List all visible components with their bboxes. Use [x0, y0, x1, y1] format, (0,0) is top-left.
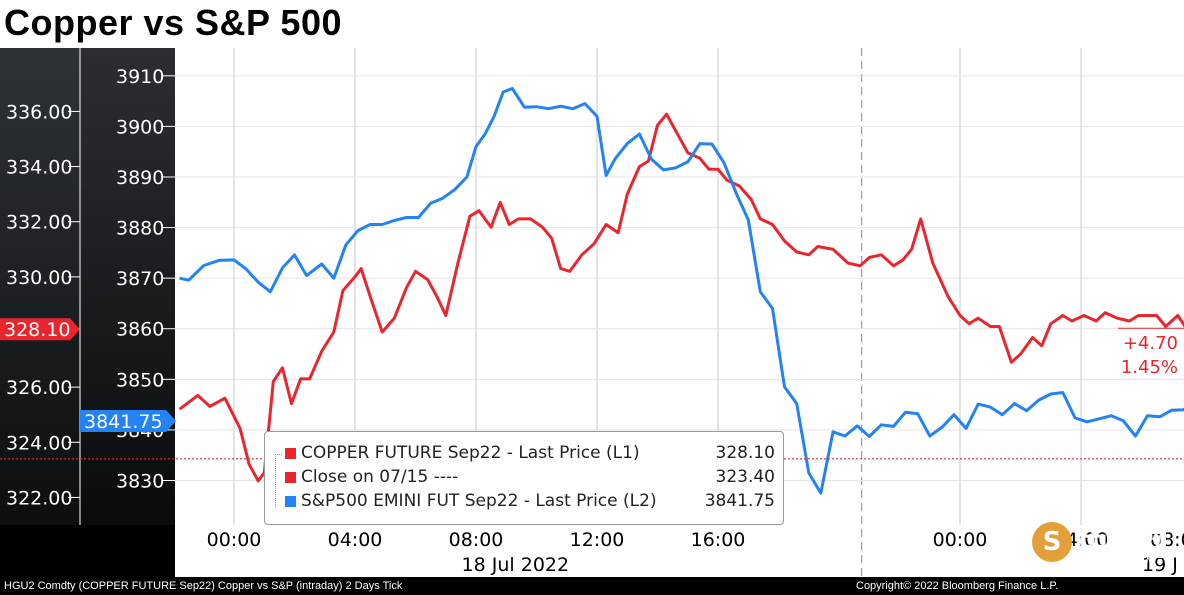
change-abs-label: +4.70 — [1123, 333, 1178, 354]
left-tick-label: 326.00 — [6, 377, 72, 399]
watermark-domain: CNGOLD.COM.CN — [1082, 556, 1153, 565]
sp500-series-line — [179, 87, 1184, 495]
legend-value-sp500: 3841.75 — [704, 491, 775, 511]
x-tick-label: 16:00 — [691, 529, 746, 551]
x-tick-label: 00:00 — [207, 529, 262, 551]
sp500-last-price-badge — [80, 410, 176, 433]
legend-swatch-sp500 — [285, 496, 296, 507]
legend-label-sp500: S&P500 EMINI FUT Sep22 - Last Price (L2) — [301, 491, 657, 511]
sp500-last-price-label: 3841.75 — [84, 411, 163, 433]
left-tick-label: 324.00 — [6, 432, 72, 454]
right-tick-label: 3830 — [116, 470, 164, 492]
footer: HGU2 Comdty (COPPER FUTURE Sep22) Copper… — [0, 577, 1184, 595]
legend-label-copper: COPPER FUTURE Sep22 - Last Price (L1) — [301, 443, 640, 463]
legend-item-sp500: S&P500 EMINI FUT Sep22 - Last Price (L2)… — [285, 490, 775, 514]
legend-swatch-close — [285, 472, 296, 483]
left-tick-label: 322.00 — [6, 487, 72, 509]
legend-swatch-copper — [285, 448, 296, 459]
left-axis: 336.00 334.00 332.00 330.00 326.00 324.00 322.… — [6, 48, 81, 525]
footer-copyright: Copyright© 2022 Bloomberg Finance L.P. — [856, 580, 1059, 592]
legend: COPPER FUTURE Sep22 - Last Price (L1) 32… — [264, 431, 784, 525]
right-tick-label: 3890 — [116, 167, 164, 189]
chart-title: Copper vs S&P 500 — [4, 2, 342, 43]
legend-item-copper: COPPER FUTURE Sep22 - Last Price (L1) 32… — [285, 442, 775, 466]
watermark-name: 中金网 — [1078, 528, 1168, 563]
x-tick-label: 04:00 — [328, 529, 383, 551]
annotation-layer: 328.10 3841.75 +4.70 1.45% — [0, 318, 1184, 460]
x-tick-label-edge: 08:00 — [1150, 529, 1184, 551]
legend-value-close: 323.40 — [715, 467, 775, 487]
change-pct-label: 1.45% — [1121, 357, 1178, 378]
legend-value-copper: 328.10 — [715, 443, 775, 463]
right-tick-label: 3860 — [116, 319, 164, 341]
legend-item-close: Close on 07/15 ---- 323.40 — [285, 466, 775, 490]
left-axis-panel — [0, 48, 80, 525]
right-tick-label: 3870 — [116, 268, 164, 290]
legend-label-close: Close on 07/15 ---- — [301, 467, 459, 487]
footer-source: HGU2 Comdty (COPPER FUTURE Sep22) Copper… — [4, 580, 403, 592]
x-tick-label: 12:00 — [570, 529, 625, 551]
series-layer — [178, 87, 1184, 495]
left-tick-label: 332.00 — [6, 212, 72, 234]
watermark: S 中金网 CNGOLD.COM.CN 中文财经新媒体 — [1030, 520, 1184, 583]
right-tick-label: 3850 — [116, 369, 164, 391]
left-tick-label: 334.00 — [6, 157, 72, 179]
right-tick-label: 3910 — [116, 66, 164, 88]
x-date-label: 19 J — [1142, 554, 1178, 576]
right-axis-panel — [80, 48, 175, 525]
copper-series-line — [178, 112, 1184, 483]
left-tick-label: 330.00 — [6, 267, 72, 289]
x-tick-label: 00:00 — [933, 529, 988, 551]
right-tick-label: 3900 — [116, 116, 164, 138]
watermark-logo-icon: S — [1032, 522, 1072, 562]
x-axis-panel — [175, 525, 1184, 577]
right-tick-label: 3880 — [116, 218, 164, 240]
x-date-label: 18 Jul 2022 — [462, 554, 570, 576]
left-tick-label: 336.00 — [6, 101, 72, 123]
x-tick-label: 08:00 — [449, 529, 504, 551]
copper-last-price-label: 328.10 — [4, 319, 70, 341]
copper-last-price-badge — [0, 318, 80, 341]
legend-bracket — [275, 454, 282, 507]
title-bar: Copper vs S&P 500 — [0, 0, 1184, 48]
